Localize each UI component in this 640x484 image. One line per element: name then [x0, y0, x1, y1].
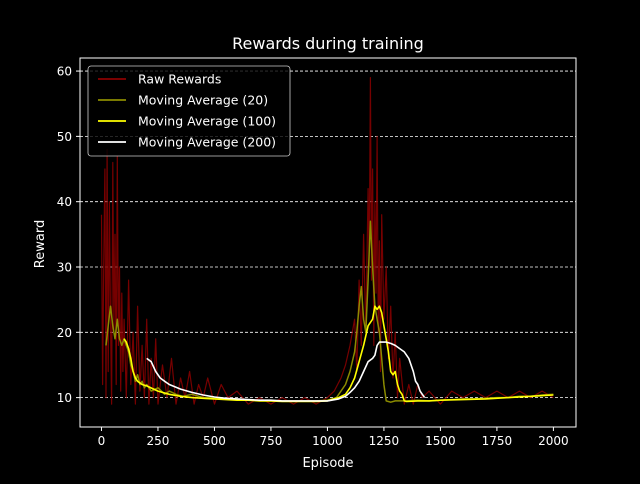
x-tick-label: 1500	[425, 434, 456, 448]
x-tick-label: 750	[259, 434, 282, 448]
x-tick-label: 1750	[482, 434, 513, 448]
legend-label: Moving Average (20)	[138, 93, 268, 108]
series-line-4	[146, 341, 426, 402]
y-tick-label: 60	[57, 65, 72, 79]
series-line-3	[123, 305, 554, 403]
y-axis-label: Reward	[33, 220, 48, 268]
y-tick-label: 20	[57, 326, 72, 340]
chart-title: Rewards during training	[232, 34, 424, 53]
x-tick-label: 1250	[369, 434, 400, 448]
series-lines	[100, 77, 554, 405]
x-tick-label: 1000	[312, 434, 343, 448]
x-tick-label: 250	[147, 434, 170, 448]
y-tick-label: 10	[57, 391, 72, 405]
axes: 0 250 500 750 1000 1250 1500 1750 2000 10 20 30 40 50…	[57, 65, 569, 448]
y-tick-label: 50	[57, 130, 72, 144]
legend-label: Moving Average (200)	[138, 135, 276, 150]
legend: Raw Rewards Moving Average (20) Moving Ave…	[87, 65, 291, 157]
x-tick-label: 500	[203, 434, 226, 448]
legend-box	[87, 65, 291, 157]
plot-frame	[79, 57, 577, 428]
x-axis-label: Episode	[302, 456, 353, 471]
y-tick-label: 30	[57, 260, 72, 274]
x-tick-label: 2000	[538, 434, 569, 448]
legend-label: Raw Rewards	[138, 72, 221, 87]
y-tick-label: 40	[57, 195, 72, 209]
x-tick-label: 0	[98, 434, 106, 448]
legend-label: Moving Average (100)	[138, 114, 276, 129]
